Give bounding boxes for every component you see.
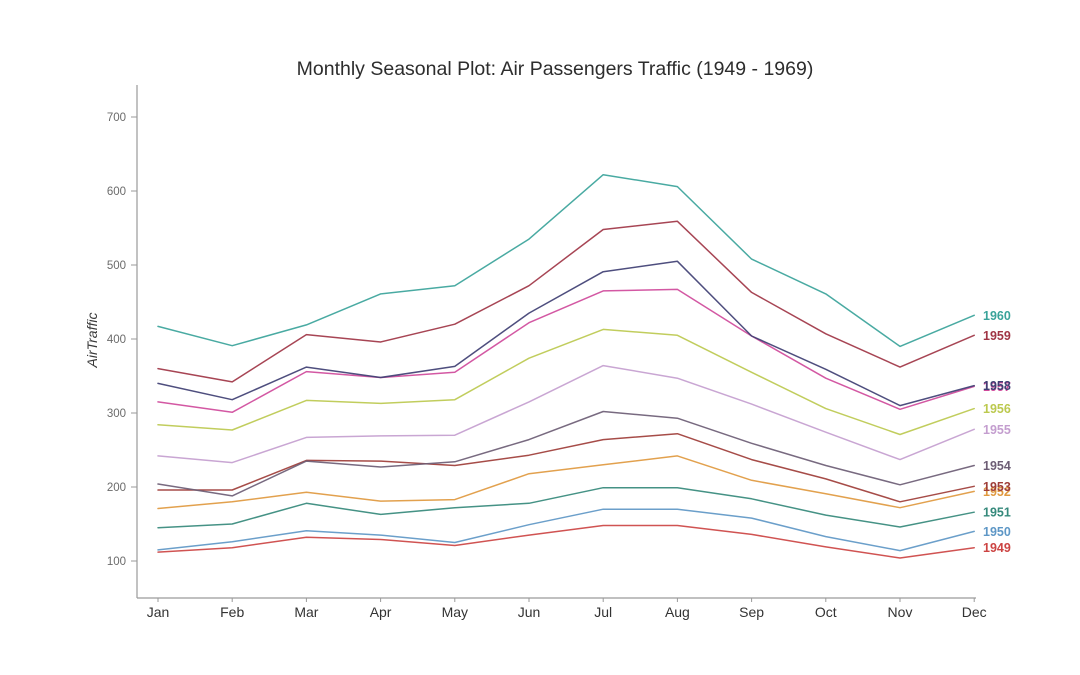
x-tick-label-apr: Apr [370,604,392,620]
chart-title: Monthly Seasonal Plot: Air Passengers Tr… [297,58,814,80]
x-tick-label-jun: Jun [518,604,541,620]
x-tick-label-may: May [442,604,468,620]
series-end-label-1959: 1959 [983,329,1011,343]
x-axis-ticks: Jan Feb Mar Apr May Jun Jul Aug Sep Oct Nov Dec [147,598,987,620]
series-line-1949 [157,524,975,559]
x-tick-label-nov: Nov [888,604,913,620]
y-tick-label: 300 [107,408,126,420]
series-line-1959 [157,220,975,383]
x-tick-label-jan: Jan [147,604,170,620]
series-line-1960 [157,173,975,348]
series-line-1951 [157,486,975,529]
series-line-1955 [157,364,975,464]
series-line-1958 [157,260,975,407]
y-tick-label: 700 [107,112,126,124]
y-tick-label: 200 [107,482,126,494]
series-end-label-1958: 1958 [983,379,1011,393]
series-end-label-1957: 1957 [983,380,1011,394]
y-tick-label: 600 [107,186,126,198]
series-end-label-1949: 1949 [983,541,1011,555]
x-tick-label-jul: Jul [594,604,612,620]
series-line-1950 [157,508,975,552]
x-tick-label-dec: Dec [962,604,987,620]
series-end-label-1953: 1953 [983,480,1011,494]
series-line-1952 [157,455,975,510]
series-end-label-1960: 1960 [983,309,1011,323]
y-tick-label: 500 [107,260,126,272]
series-line-1956 [157,328,975,436]
series-end-label-1956: 1956 [983,402,1011,416]
y-tick-label: 100 [107,556,126,568]
y-tick-label: 400 [107,334,126,346]
x-tick-label-mar: Mar [294,604,318,620]
series-line-1954 [157,410,975,497]
x-tick-label-sep: Sep [739,604,764,620]
series-end-label-1950: 1950 [983,525,1011,539]
y-axis-title: AirTraffic [84,313,100,369]
series-end-label-1952: 1952 [983,485,1011,499]
series-end-label-1951: 1951 [983,506,1011,520]
series-end-label-1955: 1955 [983,423,1011,437]
x-tick-label-aug: Aug [665,604,690,620]
series-line-1953 [157,432,975,503]
series-line-1957 [157,288,975,414]
x-tick-label-oct: Oct [815,604,837,620]
y-axis-ticks: 100 200 300 400 500 600 700 [107,112,137,568]
series-end-label-1954: 1954 [983,459,1011,473]
series-lines [157,173,975,559]
x-tick-label-feb: Feb [220,604,244,620]
